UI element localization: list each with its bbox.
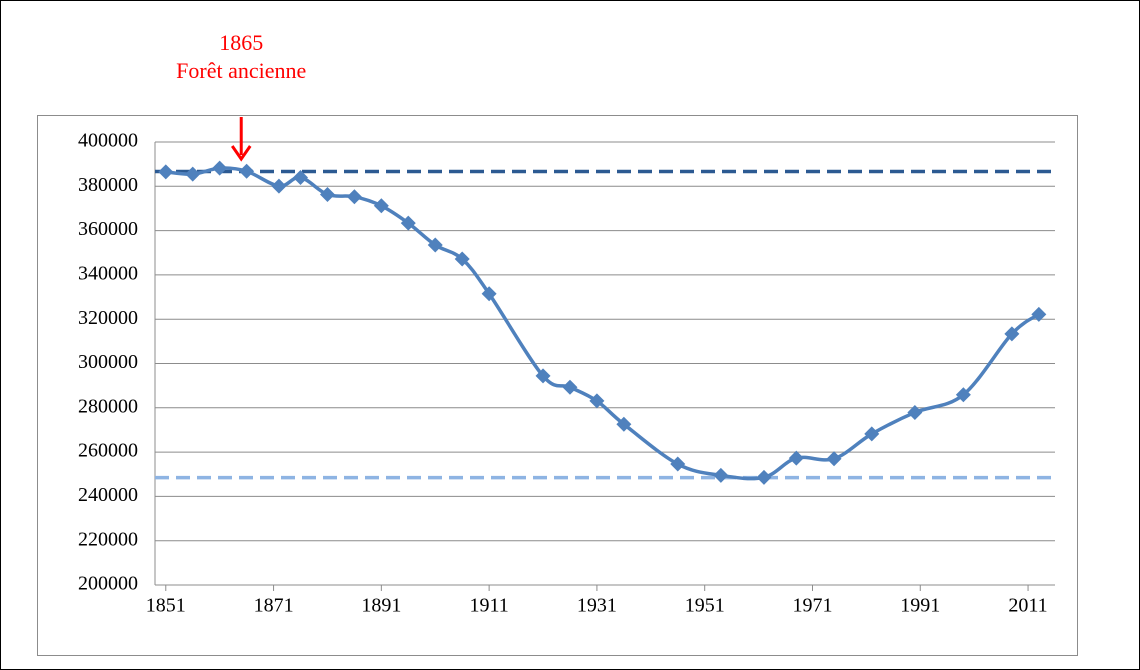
point-marker: [535, 368, 551, 384]
point-marker: [293, 169, 309, 185]
y-tick-label: 240000: [78, 484, 138, 506]
x-tick-label: 1851: [146, 595, 186, 617]
x-tick-label: 2011: [1008, 595, 1047, 617]
point-marker: [427, 237, 443, 253]
x-tick-label: 1931: [577, 595, 617, 617]
point-marker: [373, 198, 389, 214]
y-tick-label: 400000: [78, 130, 138, 152]
point-marker: [713, 467, 729, 483]
point-marker: [400, 215, 416, 231]
point-marker: [788, 450, 804, 466]
point-marker: [158, 164, 174, 180]
point-marker: [756, 469, 772, 485]
point-marker: [1004, 326, 1020, 342]
x-tick-label: 1971: [792, 595, 832, 617]
y-tick-label: 220000: [78, 528, 138, 550]
y-tick-label: 300000: [78, 351, 138, 373]
point-marker: [454, 251, 470, 267]
point-marker: [907, 404, 923, 420]
annotation-text: Forêt ancienne: [176, 58, 306, 83]
annotation-text: 1865: [219, 30, 263, 55]
y-tick-label: 340000: [78, 262, 138, 284]
x-tick-label: 1911: [469, 595, 508, 617]
point-marker: [346, 189, 362, 205]
point-marker: [826, 451, 842, 467]
y-tick-label: 200000: [78, 573, 138, 595]
x-tick-label: 1891: [361, 595, 401, 617]
annotation-arrowhead: [230, 145, 252, 162]
x-tick-label: 1991: [900, 595, 940, 617]
point-marker: [955, 387, 971, 403]
y-tick-label: 320000: [78, 307, 138, 329]
point-marker: [1031, 306, 1047, 322]
point-marker: [616, 416, 632, 432]
point-marker: [271, 178, 287, 194]
y-tick-label: 360000: [78, 218, 138, 240]
point-marker: [185, 166, 201, 182]
y-tick-label: 380000: [78, 174, 138, 196]
point-marker: [864, 426, 880, 442]
point-marker: [589, 393, 605, 409]
point-marker: [481, 286, 497, 302]
x-tick-label: 1951: [685, 595, 725, 617]
point-marker: [319, 186, 335, 202]
x-tick-label: 1871: [254, 595, 294, 617]
y-tick-label: 280000: [78, 395, 138, 417]
y-tick-label: 260000: [78, 440, 138, 462]
point-marker: [670, 456, 686, 472]
point-marker: [239, 163, 255, 179]
point-marker: [562, 379, 578, 395]
point-marker: [212, 160, 228, 176]
